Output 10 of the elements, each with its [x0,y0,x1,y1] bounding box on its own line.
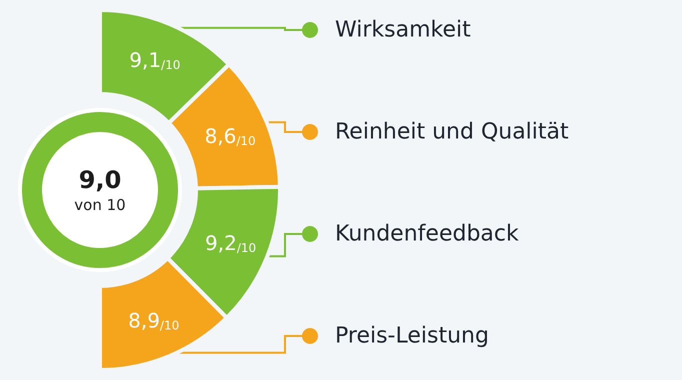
category-label: Reinheit und Qualität [335,120,570,144]
category-label: Preis-Leistung [335,324,489,348]
data-label: 8,9/10 [128,308,180,332]
category-label: Wirksamkeit [335,18,472,42]
data-label: 9,1/10 [129,48,180,72]
data-label: 9,2/10 [205,231,256,256]
text: von 10 [74,196,126,214]
category-label: Kundenfeedback [335,222,519,246]
data-label: 8,6/10 [204,124,256,148]
text: 9,0 [78,166,122,194]
